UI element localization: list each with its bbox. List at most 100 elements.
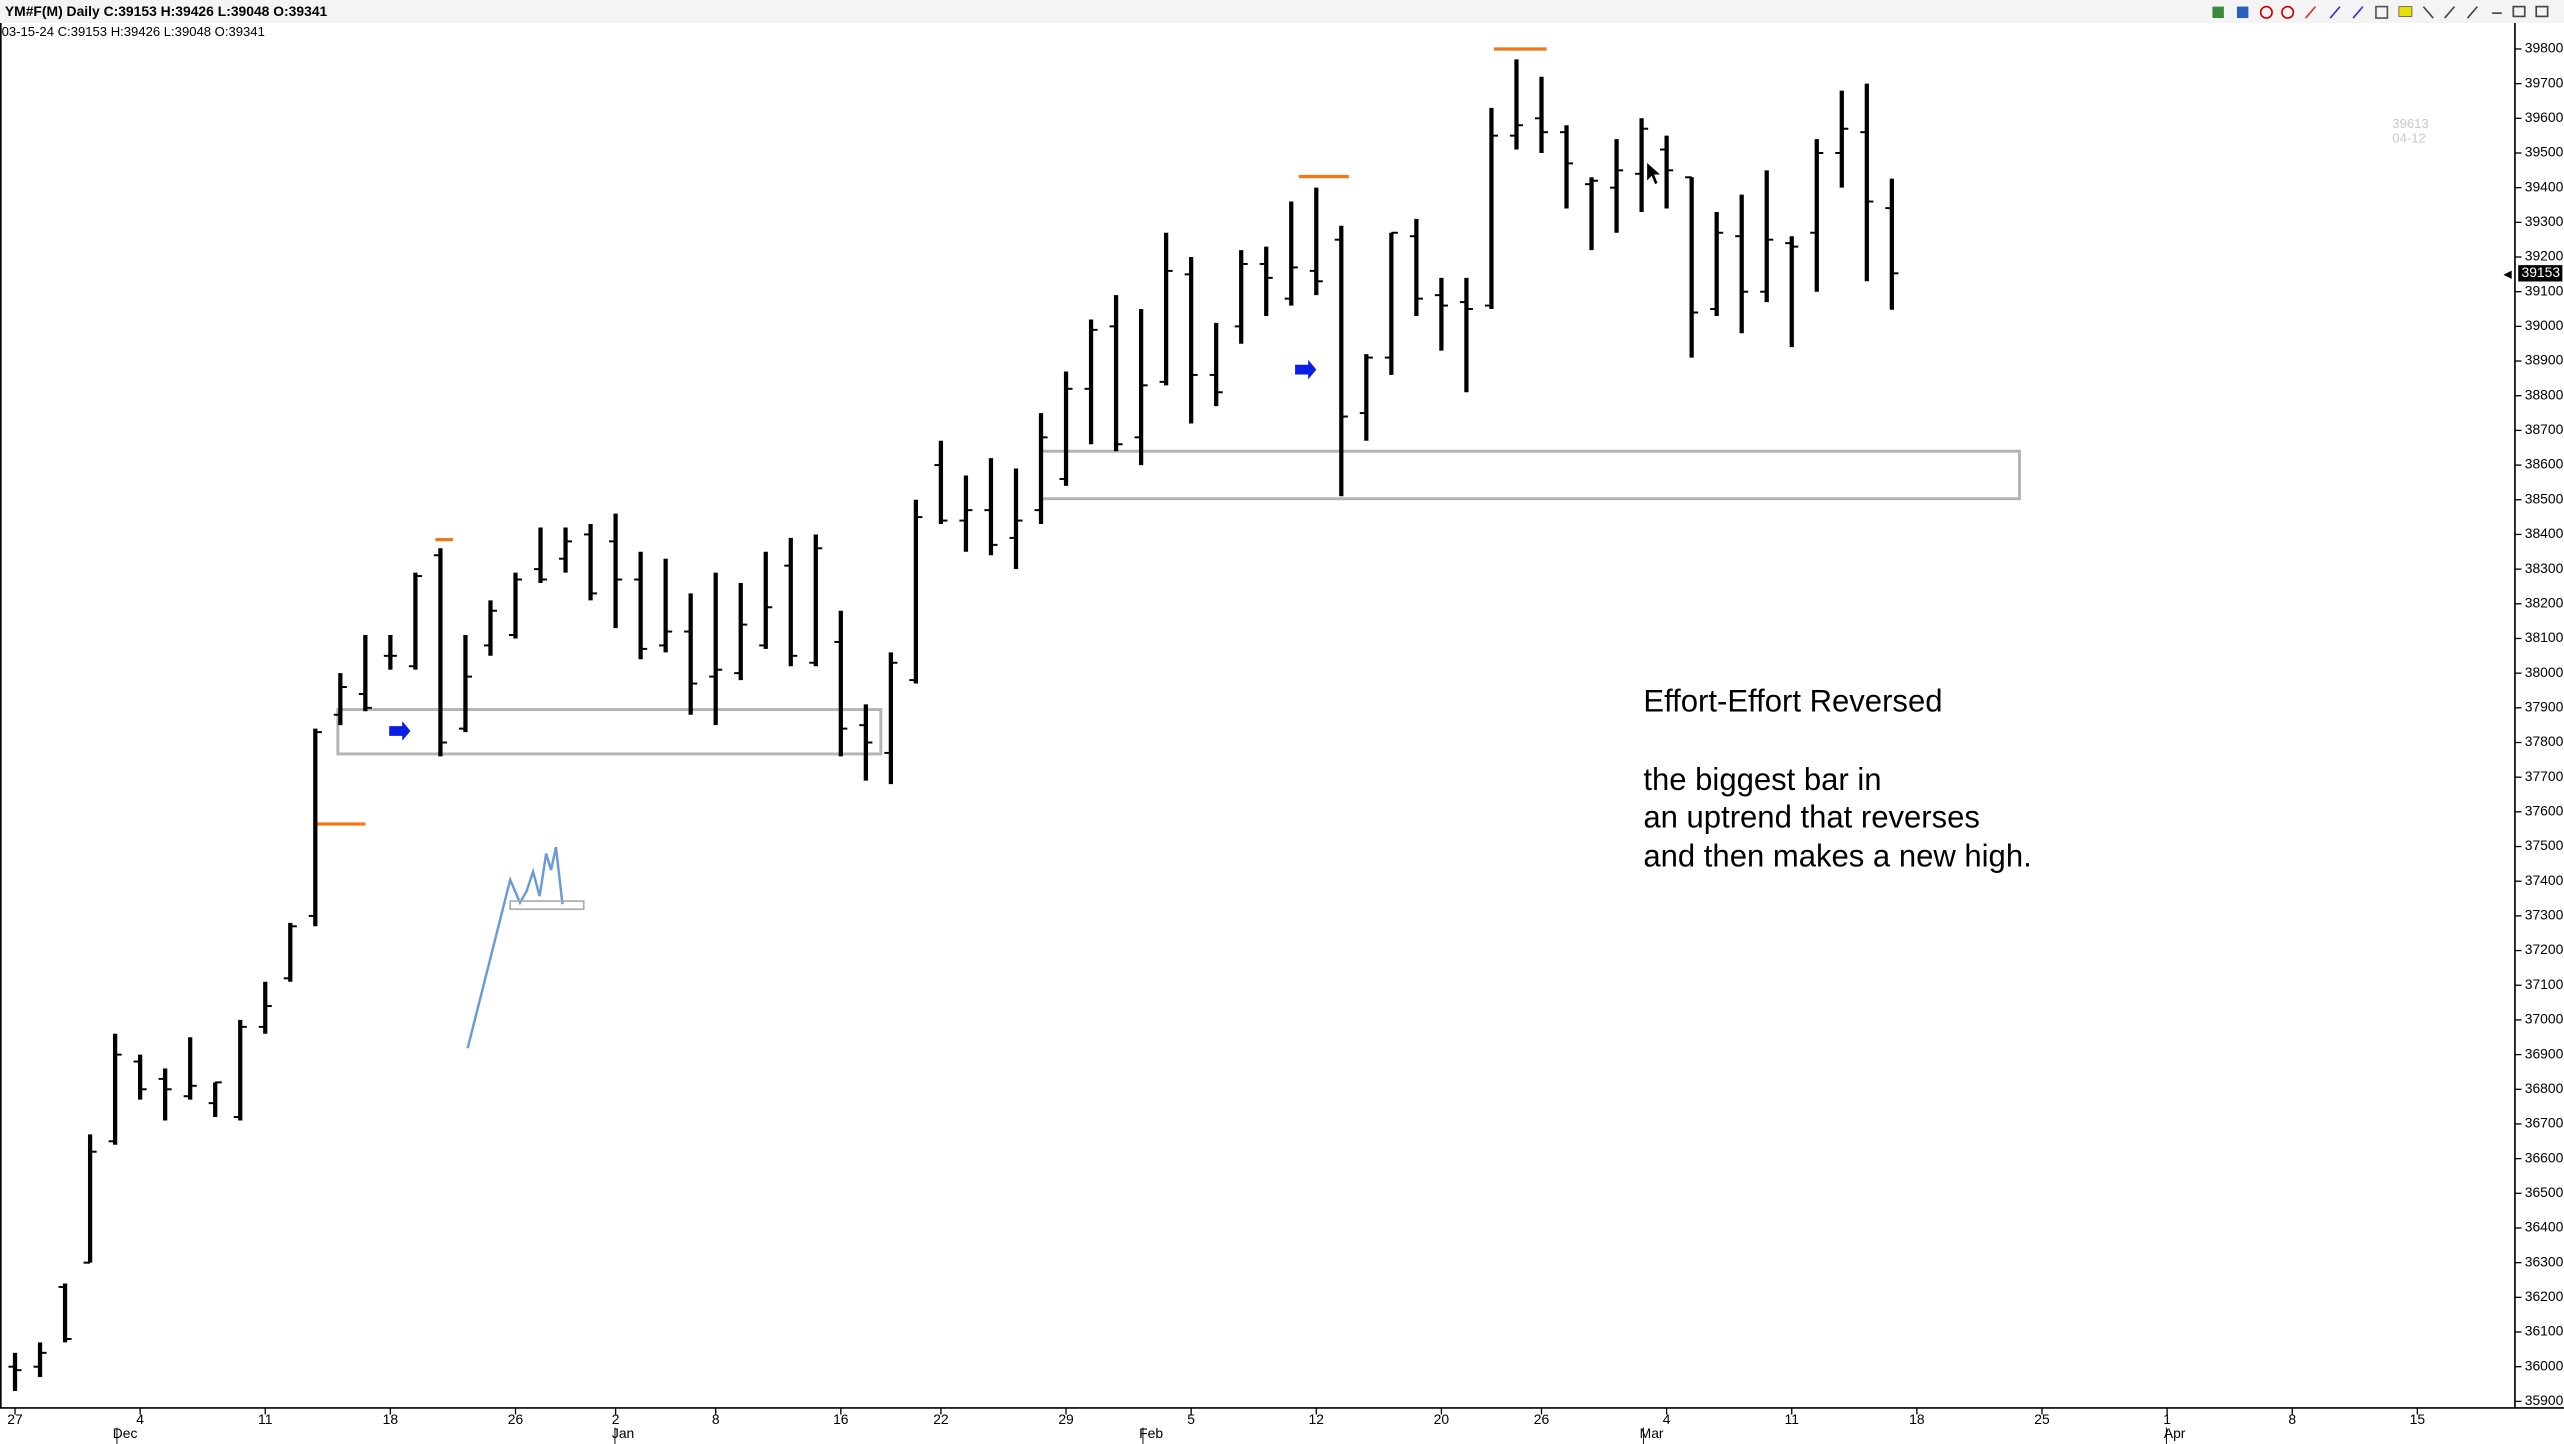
y-tick-label: 39000 (2525, 317, 2564, 333)
y-tick-label: 36400 (2525, 1219, 2564, 1235)
symbol-line: YM#F(M) Daily C:39153 H:39426 L:39048 O:… (5, 3, 328, 19)
hover-date: 04-12 (2392, 131, 2425, 146)
x-tick-label: 15 (2410, 1411, 2426, 1427)
price-pointer (2503, 270, 2512, 279)
y-tick-label: 39800 (2525, 40, 2564, 56)
tool-icon[interactable] (2352, 6, 2364, 19)
x-tick-label: 22 (933, 1411, 949, 1427)
x-tick-label: 20 (1434, 1411, 1450, 1427)
y-tick-label: 36000 (2525, 1357, 2564, 1373)
tool-icon[interactable] (2444, 6, 2456, 19)
x-tick-label: 1 (2163, 1411, 2171, 1427)
window-close[interactable] (2535, 5, 2549, 18)
y-tick-label: 36500 (2525, 1184, 2564, 1200)
annotation-text: the biggest bar in (1643, 762, 1881, 797)
sketch-box (509, 900, 585, 911)
sketch-line (466, 846, 564, 1049)
y-tick-label: 37300 (2525, 907, 2564, 923)
x-tick-label: 26 (1534, 1411, 1550, 1427)
x-tick-label: 4 (1663, 1411, 1671, 1427)
y-tick-label: 39600 (2525, 109, 2564, 125)
y-tick-label: 36300 (2525, 1253, 2564, 1269)
tool-icon[interactable] (2329, 6, 2341, 19)
tool-icon[interactable] (2398, 6, 2413, 17)
annotation-text: Effort-Effort Reversed (1643, 683, 1942, 718)
x-tick-label: 29 (1058, 1411, 1074, 1427)
x-tick-label: 11 (1785, 1411, 1800, 1427)
y-tick-label: 37900 (2525, 698, 2564, 714)
x-tick-label: 11 (258, 1411, 273, 1427)
tool-icon[interactable] (2212, 6, 2224, 19)
y-tick-label: 38400 (2525, 525, 2564, 541)
y-tick-label: 37100 (2525, 976, 2564, 992)
y-tick-label: 38300 (2525, 560, 2564, 576)
y-tick-label: 36800 (2525, 1080, 2564, 1096)
tool-icon[interactable] (2236, 6, 2249, 19)
window-restore[interactable] (2512, 5, 2526, 18)
y-tick-label: 37700 (2525, 768, 2564, 784)
toolbar (2212, 5, 2549, 19)
y-tick-label: 39100 (2525, 282, 2564, 298)
y-tick-label: 38800 (2525, 386, 2564, 402)
y-tick-label: 38200 (2525, 594, 2564, 610)
month-label: Mar (1640, 1425, 1664, 1441)
y-tick-label: 37000 (2525, 1011, 2564, 1027)
y-tick-label: 35900 (2525, 1392, 2564, 1408)
annotation-text: and then makes a new high. (1643, 839, 2031, 874)
tool-icon[interactable] (2305, 6, 2317, 19)
bar-line: 03-15-24 C:39153 H:39426 L:39048 O:39341 (2, 24, 265, 39)
x-tick-label: 18 (1909, 1411, 1925, 1427)
month-label: Dec (113, 1425, 138, 1441)
y-tick-label: 39700 (2525, 74, 2564, 90)
y-tick-label: 39400 (2525, 178, 2564, 194)
y-tick-label: 39300 (2525, 213, 2564, 229)
header-bar (0, 0, 2564, 23)
x-tick-label: 12 (1309, 1411, 1325, 1427)
y-tick-label: 38100 (2525, 629, 2564, 645)
tool-icon[interactable] (2422, 6, 2434, 19)
y-tick-label: 36100 (2525, 1323, 2564, 1339)
x-tick-label: 2 (612, 1411, 620, 1427)
y-tick-label: 37200 (2525, 941, 2564, 957)
x-tick-label: 18 (383, 1411, 399, 1427)
y-tick-label: 38900 (2525, 352, 2564, 368)
signal-arrow (1295, 359, 1317, 380)
signal-arrow (389, 721, 411, 741)
y-tick-label: 37400 (2525, 872, 2564, 888)
zone-box (336, 708, 883, 756)
y-tick-label: 39200 (2525, 248, 2564, 264)
last-price-tag (2518, 265, 2563, 282)
y-tick-label: 36200 (2525, 1288, 2564, 1304)
y-tick-label: 38700 (2525, 421, 2564, 437)
x-tick-label: 27 (7, 1411, 23, 1427)
y-tick-label: 38500 (2525, 490, 2564, 506)
y-tick-label: 36600 (2525, 1149, 2564, 1165)
last-price-label: 39153 (2521, 264, 2560, 280)
y-tick-label: 36900 (2525, 1045, 2564, 1061)
x-tick-label: 16 (833, 1411, 849, 1427)
y-tick-label: 38600 (2525, 456, 2564, 472)
x-tick-label: 8 (712, 1411, 720, 1427)
y-tick-label: 37800 (2525, 733, 2564, 749)
tool-icon[interactable] (2259, 5, 2273, 19)
y-tick-label: 37600 (2525, 803, 2564, 819)
x-tick-label: 8 (2288, 1411, 2296, 1427)
tool-icon[interactable] (2375, 5, 2389, 19)
hover-price: 39613 (2392, 116, 2428, 131)
y-tick-label: 36700 (2525, 1115, 2564, 1131)
y-tick-label: 38000 (2525, 664, 2564, 680)
tool-icon[interactable] (2281, 5, 2295, 19)
month-label: Feb (1139, 1425, 1163, 1441)
y-tick-label: 37500 (2525, 837, 2564, 853)
x-tick-label: 26 (508, 1411, 524, 1427)
x-tick-label: 4 (136, 1411, 144, 1427)
annotation-text: an uptrend that reverses (1643, 799, 1980, 834)
tool-icon[interactable] (2466, 6, 2478, 19)
x-tick-label: 25 (2034, 1411, 2050, 1427)
month-label: Jan (612, 1425, 634, 1441)
y-tick-label: 39500 (2525, 144, 2564, 160)
plot-area (8, 47, 2021, 1391)
